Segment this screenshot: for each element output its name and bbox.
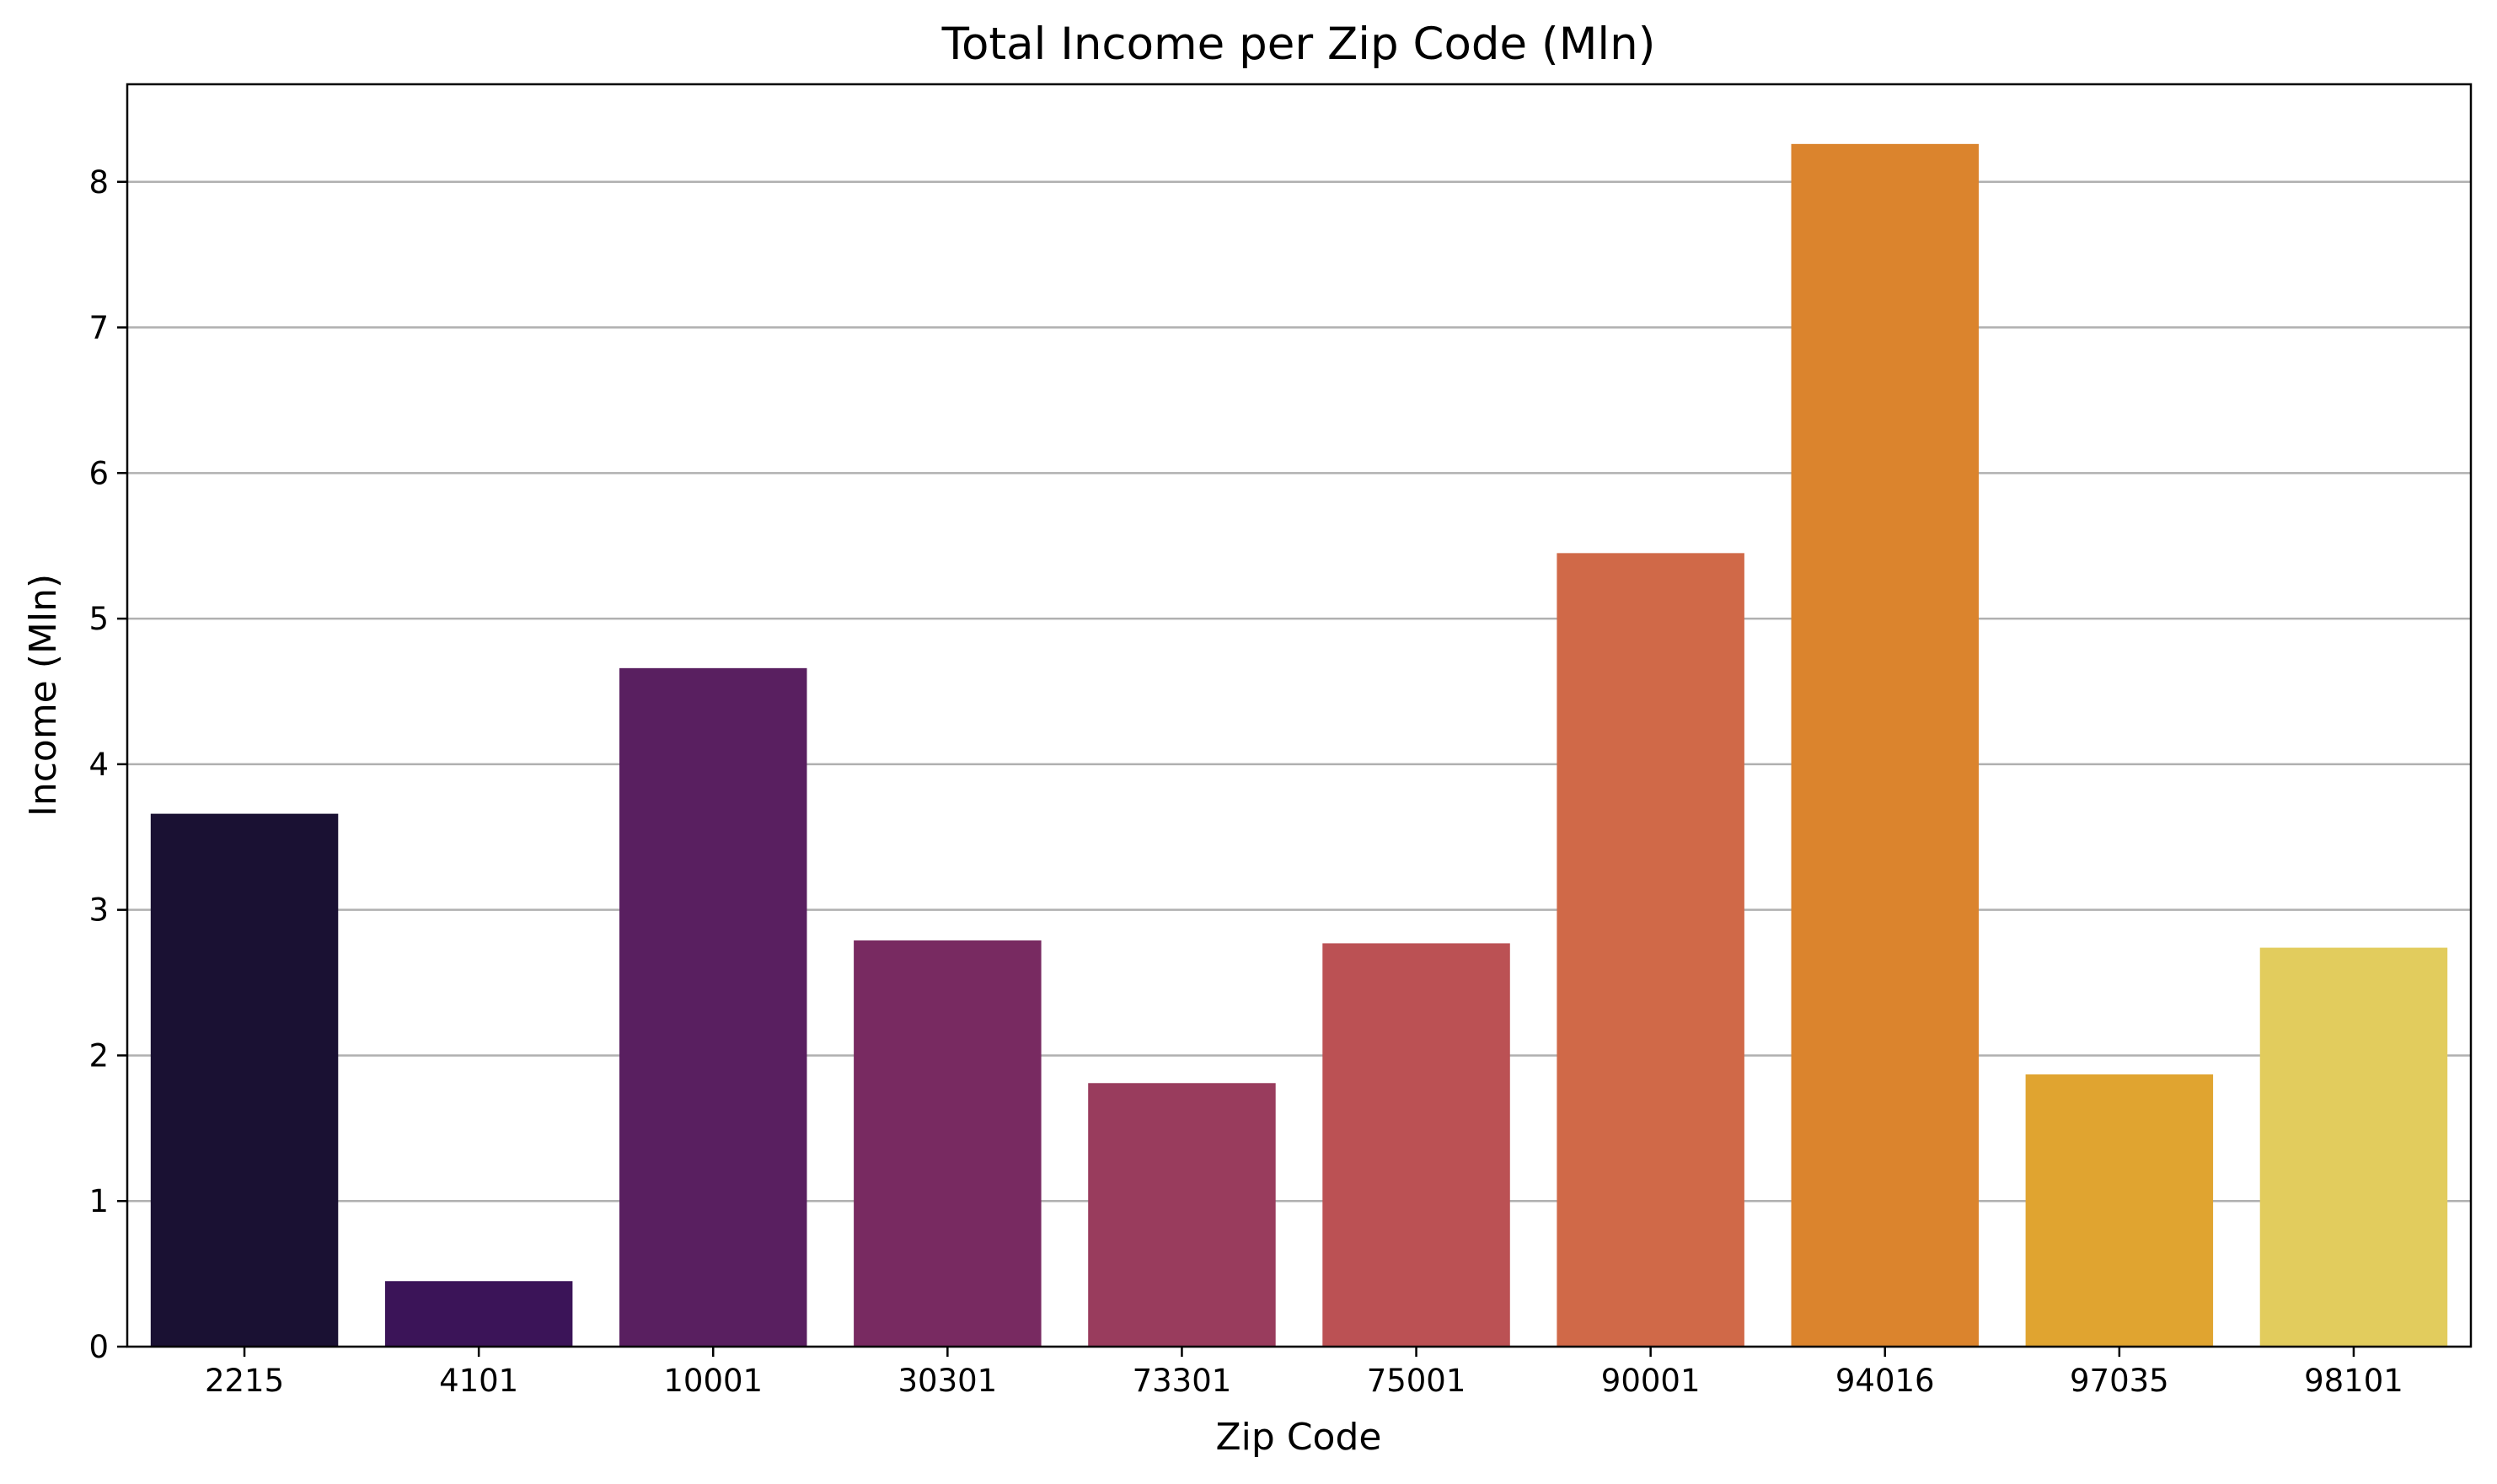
plot-frame (126, 83, 2473, 1348)
bar-2215 (150, 813, 339, 1347)
x-tick-label: 75001 (1367, 1363, 1466, 1399)
x-tick-label: 10001 (663, 1363, 763, 1399)
bar-94016 (1791, 143, 1979, 1347)
bar-4101 (384, 1281, 573, 1347)
bar-10001 (619, 667, 807, 1347)
y-tick-label: 8 (88, 164, 109, 201)
bar-90001 (1557, 553, 1744, 1347)
y-axis-ticks: 0 1 2 3 4 5 6 7 8 (88, 164, 127, 1365)
y-tick-label: 2 (88, 1037, 109, 1074)
x-axis-label: Zip Code (1216, 1416, 1382, 1459)
bar-75001 (1322, 943, 1510, 1347)
chart-title: Total Income per Zip Code (Mln) (941, 19, 1656, 70)
x-tick-label: 98101 (2304, 1363, 2403, 1399)
x-tick-label: 90001 (1601, 1363, 1701, 1399)
y-tick-label: 0 (88, 1329, 109, 1365)
y-tick-label: 1 (88, 1183, 109, 1219)
x-tick-label: 97035 (2070, 1363, 2169, 1399)
y-tick-label: 4 (88, 747, 109, 783)
y-axis-label: Income (Mln) (22, 574, 65, 817)
y-tick-label: 3 (88, 892, 109, 929)
bar-98101 (2259, 947, 2448, 1347)
bars (150, 143, 2448, 1347)
bar-73301 (1088, 1083, 1276, 1347)
bar-97035 (2025, 1074, 2214, 1347)
x-tick-label: 30301 (898, 1363, 997, 1399)
bar-30301 (854, 940, 1042, 1347)
y-tick-label: 5 (88, 601, 109, 637)
y-tick-label: 7 (88, 310, 109, 346)
x-axis-ticks: 2215 4101 10001 30301 73301 75001 90001 94016 97… (205, 1347, 2403, 1399)
y-gridlines (127, 180, 2471, 1348)
x-tick-label: 2215 (205, 1363, 284, 1399)
y-tick-label: 6 (88, 455, 109, 491)
x-tick-label: 94016 (1835, 1363, 1935, 1399)
x-tick-label: 73301 (1133, 1363, 1232, 1399)
x-tick-label: 4101 (439, 1363, 518, 1399)
